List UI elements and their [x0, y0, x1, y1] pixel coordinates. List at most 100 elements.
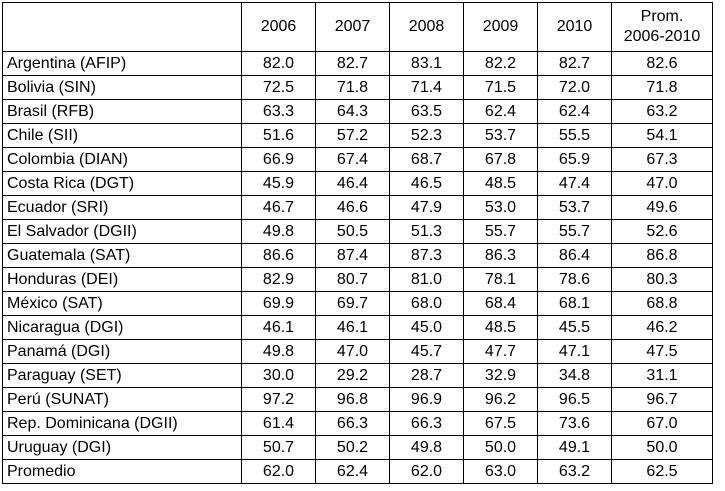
row-country-name: México (SAT)	[2, 291, 242, 316]
row-year-value: 68.7	[389, 147, 464, 172]
row-year-value: 62.4	[463, 99, 538, 124]
table-container: 2006 2007 2008 2009 2010 Prom. 2006-2010…	[2, 2, 713, 484]
row-year-value: 82.0	[241, 51, 316, 76]
row-average-value: 67.3	[611, 147, 713, 172]
row-year-value: 66.3	[315, 411, 390, 436]
header-average-line2: 2006-2010	[623, 28, 701, 45]
row-year-value: 46.1	[241, 315, 316, 340]
row-year-value: 71.8	[315, 75, 390, 100]
row-year-value: 47.1	[537, 339, 612, 364]
row-year-value: 96.2	[463, 387, 538, 412]
table-row: Chile (SII) 51.6 57.2 52.3 53.7 55.5 54.1	[2, 123, 713, 148]
row-year-value: 53.0	[463, 195, 538, 220]
row-country-name: Costa Rica (DGT)	[2, 171, 242, 196]
row-country-name: Ecuador (SRI)	[2, 195, 242, 220]
row-average-value: 49.6	[611, 195, 713, 220]
row-average-value: 71.8	[611, 75, 713, 100]
table-row: Panamá (DGI) 49.8 47.0 45.7 47.7 47.1 47.5	[2, 339, 713, 364]
row-country-name: Guatemala (SAT)	[2, 243, 242, 268]
row-year-value: 65.9	[537, 147, 612, 172]
row-year-value: 55.7	[463, 219, 538, 244]
row-year-value: 45.9	[241, 171, 316, 196]
row-year-value: 62.4	[537, 99, 612, 124]
row-year-value: 47.4	[537, 171, 612, 196]
row-year-value: 80.7	[315, 267, 390, 292]
row-country-name: Promedio	[2, 459, 242, 484]
header-average: Prom. 2006-2010	[611, 2, 713, 52]
row-average-value: 96.7	[611, 387, 713, 412]
data-table: 2006 2007 2008 2009 2010 Prom. 2006-2010…	[2, 2, 713, 484]
table-row: Argentina (AFIP) 82.0 82.7 83.1 82.2 82.7 82.6	[2, 51, 713, 76]
row-year-value: 57.2	[315, 123, 390, 148]
table-row: México (SAT) 69.9 69.7 68.0 68.4 68.1 68.8	[2, 291, 713, 316]
table-row: Uruguay (DGI) 50.7 50.2 49.8 50.0 49.1 50.0	[2, 435, 713, 460]
table-row: Costa Rica (DGT) 45.9 46.4 46.5 48.5 47.4 47.0	[2, 171, 713, 196]
row-year-value: 86.4	[537, 243, 612, 268]
row-year-value: 53.7	[463, 123, 538, 148]
table-row: Ecuador (SRI) 46.7 46.6 47.9 53.0 53.7 49.6	[2, 195, 713, 220]
table-row: Perú (SUNAT) 97.2 96.8 96.9 96.2 96.5 96.7	[2, 387, 713, 412]
row-year-value: 46.6	[315, 195, 390, 220]
row-year-value: 82.7	[537, 51, 612, 76]
table-row: Paraguay (SET) 30.0 29.2 28.7 32.9 34.8 31.1	[2, 363, 713, 388]
row-year-value: 71.4	[389, 75, 464, 100]
row-year-value: 47.0	[315, 339, 390, 364]
row-country-name: Argentina (AFIP)	[2, 51, 242, 76]
row-year-value: 47.7	[463, 339, 538, 364]
row-year-value: 86.6	[241, 243, 316, 268]
row-year-value: 51.3	[389, 219, 464, 244]
row-year-value: 50.2	[315, 435, 390, 460]
row-year-value: 69.7	[315, 291, 390, 316]
table-row: El Salvador (DGII) 49.8 50.5 51.3 55.7 55.7 52…	[2, 219, 713, 244]
row-year-value: 30.0	[241, 363, 316, 388]
row-year-value: 73.6	[537, 411, 612, 436]
row-country-name: Rep. Dominicana (DGII)	[2, 411, 242, 436]
row-year-value: 82.9	[241, 267, 316, 292]
row-country-name: El Salvador (DGII)	[2, 219, 242, 244]
row-year-value: 62.0	[241, 459, 316, 484]
row-year-value: 48.5	[463, 315, 538, 340]
row-year-value: 62.4	[315, 459, 390, 484]
row-year-value: 72.0	[537, 75, 612, 100]
table-row: Nicaragua (DGI) 46.1 46.1 45.0 48.5 45.5 46.2	[2, 315, 713, 340]
row-year-value: 86.3	[463, 243, 538, 268]
table-row: Brasil (RFB) 63.3 64.3 63.5 62.4 62.4 63.2	[2, 99, 713, 124]
table-row: Colombia (DIAN) 66.9 67.4 68.7 67.8 65.9 67.3	[2, 147, 713, 172]
row-average-value: 82.6	[611, 51, 713, 76]
row-year-value: 78.6	[537, 267, 612, 292]
row-year-value: 68.1	[537, 291, 612, 316]
row-average-value: 52.6	[611, 219, 713, 244]
row-year-value: 62.0	[389, 459, 464, 484]
row-average-value: 47.5	[611, 339, 713, 364]
row-year-value: 63.2	[537, 459, 612, 484]
row-year-value: 78.1	[463, 267, 538, 292]
row-year-value: 32.9	[463, 363, 538, 388]
row-year-value: 45.7	[389, 339, 464, 364]
row-year-value: 96.8	[315, 387, 390, 412]
row-year-value: 34.8	[537, 363, 612, 388]
row-year-value: 67.8	[463, 147, 538, 172]
table-row: Guatemala (SAT) 86.6 87.4 87.3 86.3 86.4 86.8	[2, 243, 713, 268]
row-year-value: 87.3	[389, 243, 464, 268]
row-year-value: 68.0	[389, 291, 464, 316]
row-year-value: 46.1	[315, 315, 390, 340]
row-year-value: 97.2	[241, 387, 316, 412]
row-year-value: 66.9	[241, 147, 316, 172]
row-year-value: 69.9	[241, 291, 316, 316]
row-average-value: 54.1	[611, 123, 713, 148]
row-year-value: 55.5	[537, 123, 612, 148]
row-country-name: Chile (SII)	[2, 123, 242, 148]
row-year-value: 66.3	[389, 411, 464, 436]
row-year-value: 96.9	[389, 387, 464, 412]
row-year-value: 52.3	[389, 123, 464, 148]
row-year-value: 67.4	[315, 147, 390, 172]
row-average-value: 46.2	[611, 315, 713, 340]
row-country-name: Nicaragua (DGI)	[2, 315, 242, 340]
row-year-value: 46.4	[315, 171, 390, 196]
row-year-value: 72.5	[241, 75, 316, 100]
table-body: Argentina (AFIP) 82.0 82.7 83.1 82.2 82.7 82.6…	[2, 51, 713, 484]
row-year-value: 46.5	[389, 171, 464, 196]
row-year-value: 63.5	[389, 99, 464, 124]
row-year-value: 49.1	[537, 435, 612, 460]
row-year-value: 49.8	[241, 219, 316, 244]
